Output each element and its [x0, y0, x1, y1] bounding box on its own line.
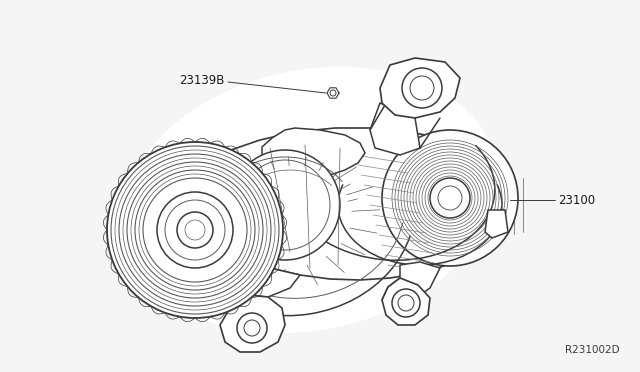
Ellipse shape [122, 67, 498, 333]
Ellipse shape [157, 192, 233, 268]
Ellipse shape [177, 212, 213, 248]
Polygon shape [220, 295, 285, 352]
Polygon shape [370, 103, 420, 155]
Text: 23100: 23100 [558, 193, 595, 206]
Ellipse shape [382, 130, 518, 266]
Ellipse shape [402, 68, 442, 108]
Polygon shape [262, 128, 365, 177]
Ellipse shape [237, 313, 267, 343]
Ellipse shape [392, 289, 420, 317]
Polygon shape [380, 58, 460, 118]
Text: 23139B: 23139B [180, 74, 225, 87]
Polygon shape [248, 268, 300, 297]
Ellipse shape [430, 178, 470, 218]
Ellipse shape [107, 142, 283, 318]
Text: R231002D: R231002D [565, 345, 620, 355]
Polygon shape [485, 210, 508, 238]
Polygon shape [382, 278, 430, 325]
Polygon shape [382, 262, 440, 302]
Ellipse shape [230, 150, 340, 260]
Polygon shape [155, 128, 503, 280]
